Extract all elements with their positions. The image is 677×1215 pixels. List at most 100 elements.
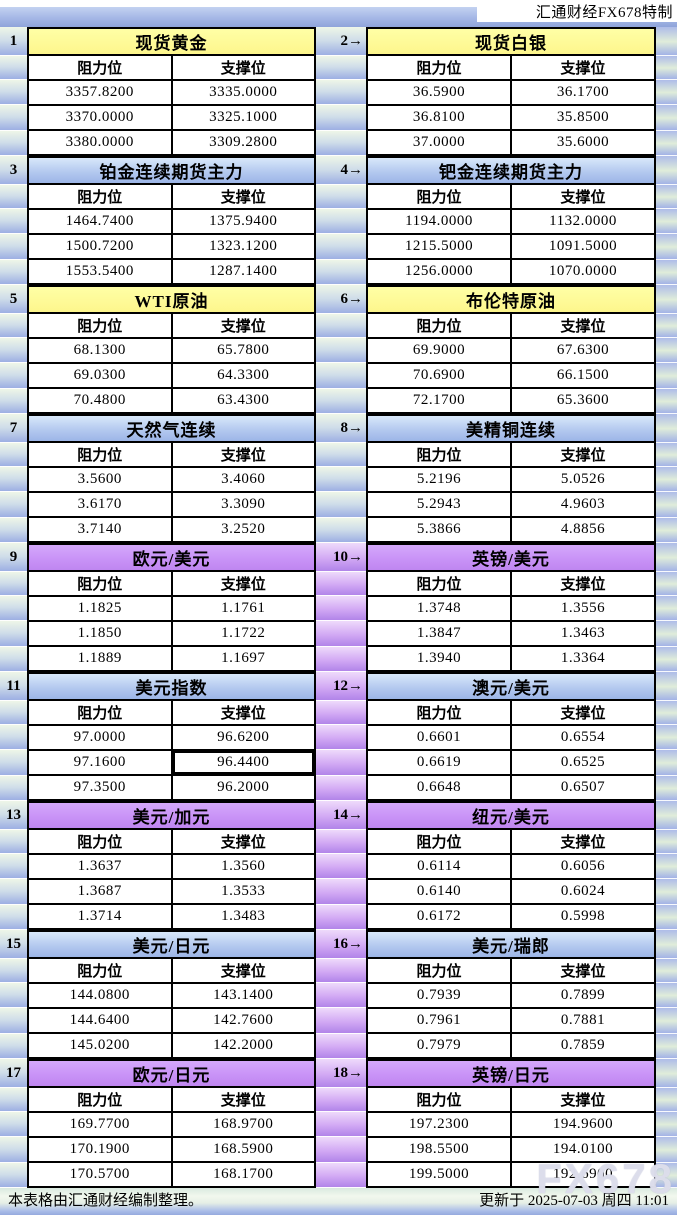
resistance-cell[interactable]: 3.5600 [29,468,173,491]
support-cell[interactable]: 96.6200 [172,726,314,749]
resistance-cell[interactable]: 69.9000 [368,339,512,362]
support-cell[interactable]: 63.4300 [172,389,314,412]
support-cell[interactable]: 3335.0000 [172,81,314,104]
support-cell[interactable]: 143.1400 [172,984,314,1007]
support-cell[interactable]: 66.1500 [512,364,654,387]
support-cell[interactable]: 142.7600 [172,1009,314,1032]
support-cell[interactable]: 67.6300 [512,339,654,362]
support-cell[interactable]: 1.1722 [172,622,314,645]
support-cell[interactable]: 168.1700 [172,1163,314,1186]
support-cell[interactable]: 65.7800 [172,339,314,362]
resistance-cell[interactable]: 0.7961 [368,1009,512,1032]
support-cell[interactable]: 0.6525 [512,751,654,774]
support-cell[interactable]: 1.3560 [172,855,314,878]
resistance-cell[interactable]: 70.6900 [368,364,512,387]
support-cell[interactable]: 36.1700 [512,81,654,104]
support-cell[interactable]: 65.3600 [512,389,654,412]
resistance-cell[interactable]: 0.6140 [368,880,512,903]
support-cell[interactable]: 0.6056 [512,855,654,878]
support-cell[interactable]: 1.3483 [172,905,314,928]
support-cell[interactable]: 194.9600 [512,1113,654,1136]
resistance-cell[interactable]: 1215.5000 [368,235,512,258]
resistance-cell[interactable]: 36.5900 [368,81,512,104]
resistance-cell[interactable]: 145.0200 [29,1034,173,1057]
resistance-cell[interactable]: 170.1900 [29,1138,173,1161]
resistance-cell[interactable]: 97.3500 [29,776,173,799]
resistance-cell[interactable]: 0.6619 [368,751,512,774]
resistance-cell[interactable]: 1.3637 [29,855,173,878]
resistance-cell[interactable]: 5.2196 [368,468,512,491]
support-cell[interactable]: 35.6000 [512,131,654,154]
support-cell[interactable]: 1.3364 [512,647,654,670]
resistance-cell[interactable]: 1.3847 [368,622,512,645]
selected-cell[interactable]: 96.4400 [172,751,314,774]
resistance-cell[interactable]: 1194.0000 [368,210,512,233]
support-cell[interactable]: 4.9603 [512,493,654,516]
support-cell[interactable]: 1.3463 [512,622,654,645]
resistance-cell[interactable]: 1.3714 [29,905,173,928]
support-cell[interactable]: 1.1761 [172,597,314,620]
resistance-cell[interactable]: 3370.0000 [29,106,173,129]
support-cell[interactable]: 0.6024 [512,880,654,903]
support-cell[interactable]: 3.2520 [172,518,314,541]
resistance-cell[interactable]: 1.1850 [29,622,173,645]
resistance-cell[interactable]: 37.0000 [368,131,512,154]
resistance-cell[interactable]: 0.7939 [368,984,512,1007]
support-cell[interactable]: 4.8856 [512,518,654,541]
support-cell[interactable]: 192.6900 [512,1163,654,1186]
support-cell[interactable]: 3.4060 [172,468,314,491]
resistance-cell[interactable]: 199.5000 [368,1163,512,1186]
resistance-cell[interactable]: 0.6114 [368,855,512,878]
support-cell[interactable]: 0.5998 [512,905,654,928]
resistance-cell[interactable]: 198.5500 [368,1138,512,1161]
resistance-cell[interactable]: 1.3687 [29,880,173,903]
resistance-cell[interactable]: 3.7140 [29,518,173,541]
resistance-cell[interactable]: 0.7979 [368,1034,512,1057]
resistance-cell[interactable]: 69.0300 [29,364,173,387]
support-cell[interactable]: 168.5900 [172,1138,314,1161]
support-cell[interactable]: 0.6507 [512,776,654,799]
resistance-cell[interactable]: 5.3866 [368,518,512,541]
resistance-cell[interactable]: 3380.0000 [29,131,173,154]
resistance-cell[interactable]: 97.0000 [29,726,173,749]
support-cell[interactable]: 1132.0000 [512,210,654,233]
resistance-cell[interactable]: 97.1600 [29,751,173,774]
support-cell[interactable]: 1.1697 [172,647,314,670]
support-cell[interactable]: 1091.5000 [512,235,654,258]
support-cell[interactable]: 1070.0000 [512,260,654,283]
resistance-cell[interactable]: 68.1300 [29,339,173,362]
resistance-cell[interactable]: 5.2943 [368,493,512,516]
support-cell[interactable]: 0.7859 [512,1034,654,1057]
resistance-cell[interactable]: 1500.7200 [29,235,173,258]
support-cell[interactable]: 0.7881 [512,1009,654,1032]
support-cell[interactable]: 35.8500 [512,106,654,129]
support-cell[interactable]: 64.3300 [172,364,314,387]
support-cell[interactable]: 1.3556 [512,597,654,620]
resistance-cell[interactable]: 1256.0000 [368,260,512,283]
resistance-cell[interactable]: 3357.8200 [29,81,173,104]
resistance-cell[interactable]: 1.1825 [29,597,173,620]
support-cell[interactable]: 168.9700 [172,1113,314,1136]
resistance-cell[interactable]: 1.3748 [368,597,512,620]
support-cell[interactable]: 3.3090 [172,493,314,516]
support-cell[interactable]: 1287.1400 [172,260,314,283]
resistance-cell[interactable]: 0.6648 [368,776,512,799]
resistance-cell[interactable]: 1.3940 [368,647,512,670]
resistance-cell[interactable]: 72.1700 [368,389,512,412]
support-cell[interactable]: 1375.9400 [172,210,314,233]
support-cell[interactable]: 0.7899 [512,984,654,1007]
support-cell[interactable]: 0.6554 [512,726,654,749]
resistance-cell[interactable]: 144.0800 [29,984,173,1007]
resistance-cell[interactable]: 36.8100 [368,106,512,129]
resistance-cell[interactable]: 144.6400 [29,1009,173,1032]
resistance-cell[interactable]: 169.7700 [29,1113,173,1136]
resistance-cell[interactable]: 1553.5400 [29,260,173,283]
support-cell[interactable]: 3309.2800 [172,131,314,154]
support-cell[interactable]: 194.0100 [512,1138,654,1161]
resistance-cell[interactable]: 70.4800 [29,389,173,412]
support-cell[interactable]: 5.0526 [512,468,654,491]
resistance-cell[interactable]: 0.6601 [368,726,512,749]
resistance-cell[interactable]: 1.1889 [29,647,173,670]
resistance-cell[interactable]: 3.6170 [29,493,173,516]
resistance-cell[interactable]: 170.5700 [29,1163,173,1186]
